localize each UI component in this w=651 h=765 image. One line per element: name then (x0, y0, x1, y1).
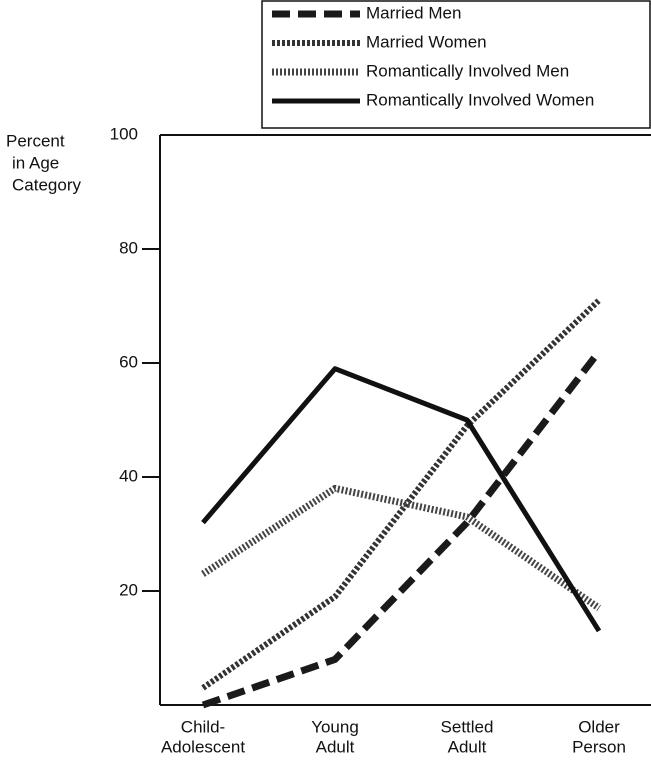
y-axis-label: Category (12, 175, 81, 194)
data-line (201, 298, 602, 691)
legend-box (261, 0, 651, 129)
x-tick-label: Child- (181, 717, 225, 736)
y-tick-label: 40 (119, 466, 138, 485)
data-line (201, 366, 602, 633)
data-line (201, 484, 601, 611)
y-tick-label: 60 (119, 352, 138, 371)
legend-label: Romantically Involved Women (366, 90, 594, 109)
legend-label: Married Women (366, 32, 487, 51)
x-tick-label: Person (572, 737, 626, 756)
data-line (201, 349, 602, 709)
y-tick-label: 80 (119, 238, 138, 257)
y-axis-label: Percent (6, 131, 65, 150)
x-tick-label: Adolescent (161, 737, 245, 756)
y-tick-label: 20 (119, 580, 138, 599)
legend-label: Romantically Involved Men (366, 61, 569, 80)
legend-label: Married Men (366, 3, 461, 22)
y-tick-label: 100 (110, 124, 138, 143)
x-tick-label: Settled (441, 717, 494, 736)
x-tick-label: Adult (448, 737, 487, 756)
x-tick-label: Adult (316, 737, 355, 756)
x-tick-label: Young (311, 717, 359, 736)
y-axis-label: in Age (12, 153, 59, 172)
x-tick-label: Older (578, 717, 620, 736)
